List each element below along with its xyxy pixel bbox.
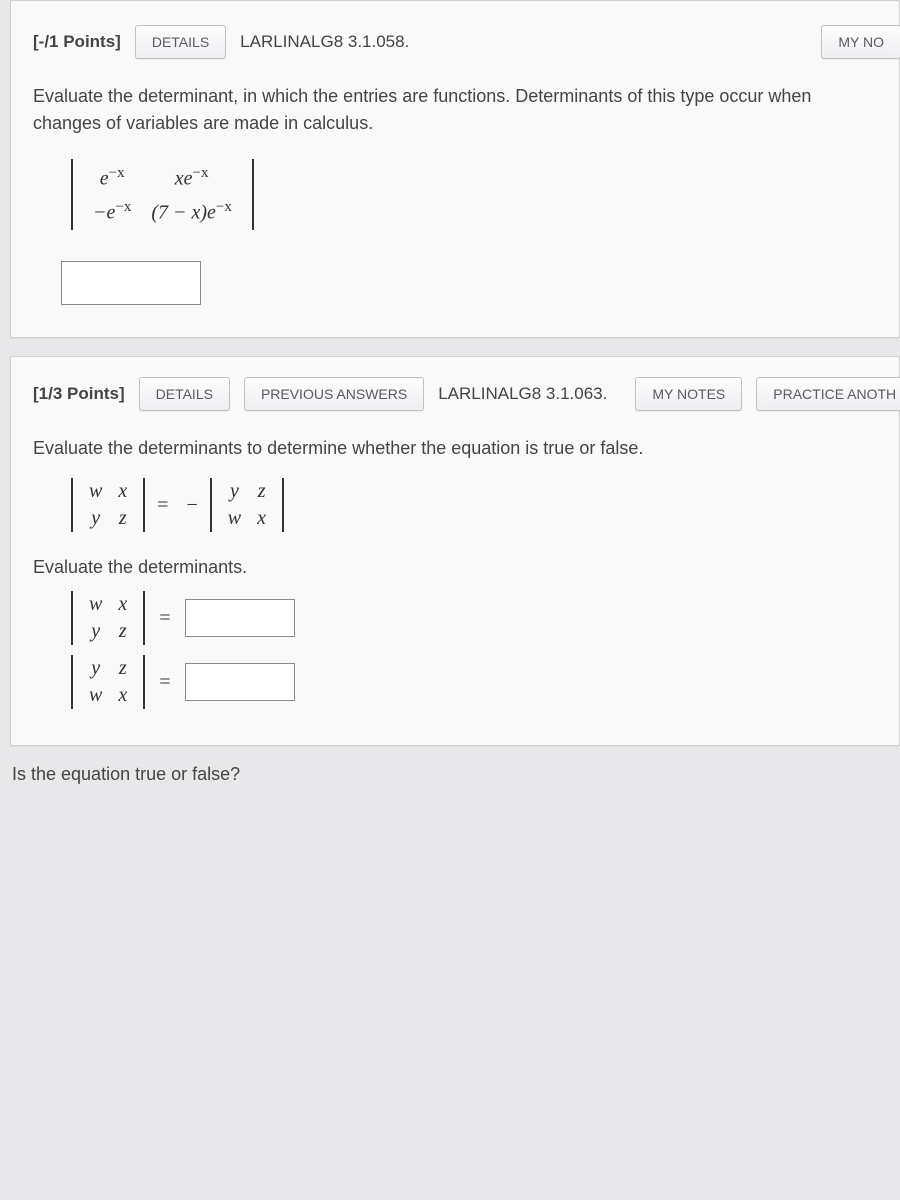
det-cell: x bbox=[249, 505, 274, 532]
det-right: yz wx bbox=[210, 478, 284, 532]
det-cell: y bbox=[81, 618, 110, 645]
det-cell: w bbox=[81, 478, 110, 505]
card1-header: [-/1 Points] DETAILS LARLINALG8 3.1.058.… bbox=[33, 25, 877, 59]
evaluate-row-2: yz wx = bbox=[71, 655, 877, 709]
answer-input[interactable] bbox=[61, 261, 201, 305]
details-button[interactable]: DETAILS bbox=[135, 25, 226, 59]
det-cell: x bbox=[110, 478, 135, 505]
det-left: wx yz bbox=[71, 478, 145, 532]
negative-sign: − bbox=[181, 494, 204, 517]
det-assign-2: yz wx bbox=[71, 655, 145, 709]
equals-sign: = bbox=[151, 494, 174, 517]
practice-another-button[interactable]: PRACTICE ANOTH bbox=[756, 377, 900, 411]
points-label: [1/3 Points] bbox=[33, 384, 125, 404]
equation-row: wx yz = − yz wx bbox=[71, 478, 877, 532]
det-cell: xe−x bbox=[141, 161, 242, 195]
det-cell: w bbox=[220, 505, 249, 532]
question-prompt: Evaluate the determinant, in which the e… bbox=[33, 83, 877, 137]
det-cell: y bbox=[81, 505, 110, 532]
det-cell: (7 − x)e−x bbox=[141, 195, 242, 229]
answer-input-2[interactable] bbox=[185, 663, 295, 701]
question-reference: LARLINALG8 3.1.063. bbox=[438, 384, 607, 404]
question-card-2: [1/3 Points] DETAILS PREVIOUS ANSWERS LA… bbox=[10, 356, 900, 746]
points-label: [-/1 Points] bbox=[33, 32, 121, 52]
mynotes-button[interactable]: MY NO bbox=[821, 25, 900, 59]
answer-input-1[interactable] bbox=[185, 599, 295, 637]
question-prompt: Evaluate the determinants to determine w… bbox=[33, 435, 877, 462]
det-cell: y bbox=[81, 655, 110, 682]
det-cell: x bbox=[110, 682, 135, 709]
det-cell: w bbox=[81, 591, 110, 618]
question-reference: LARLINALG8 3.1.058. bbox=[240, 32, 409, 52]
det-cell: z bbox=[110, 655, 135, 682]
det-cell: z bbox=[110, 505, 135, 532]
card2-header: [1/3 Points] DETAILS PREVIOUS ANSWERS LA… bbox=[33, 377, 877, 411]
det-assign-1: wx yz bbox=[71, 591, 145, 645]
det-cell: −e−x bbox=[83, 195, 141, 229]
det-cell: z bbox=[249, 478, 274, 505]
previous-answers-button[interactable]: PREVIOUS ANSWERS bbox=[244, 377, 424, 411]
evaluate-label: Evaluate the determinants. bbox=[33, 554, 877, 581]
det-cell: w bbox=[81, 682, 110, 709]
details-button[interactable]: DETAILS bbox=[139, 377, 230, 411]
equals-sign: = bbox=[153, 671, 176, 694]
evaluate-row-1: wx yz = bbox=[71, 591, 877, 645]
question-card-1: [-/1 Points] DETAILS LARLINALG8 3.1.058.… bbox=[10, 0, 900, 338]
footer-prompt: Is the equation true or false? bbox=[12, 764, 900, 785]
det-cell: y bbox=[220, 478, 249, 505]
equals-sign: = bbox=[153, 607, 176, 630]
det-cell: z bbox=[110, 618, 135, 645]
mynotes-button[interactable]: MY NOTES bbox=[635, 377, 742, 411]
det-cell: x bbox=[110, 591, 135, 618]
determinant-matrix: e−x xe−x −e−x (7 − x)e−x bbox=[71, 159, 254, 230]
det-cell: e−x bbox=[83, 161, 141, 195]
